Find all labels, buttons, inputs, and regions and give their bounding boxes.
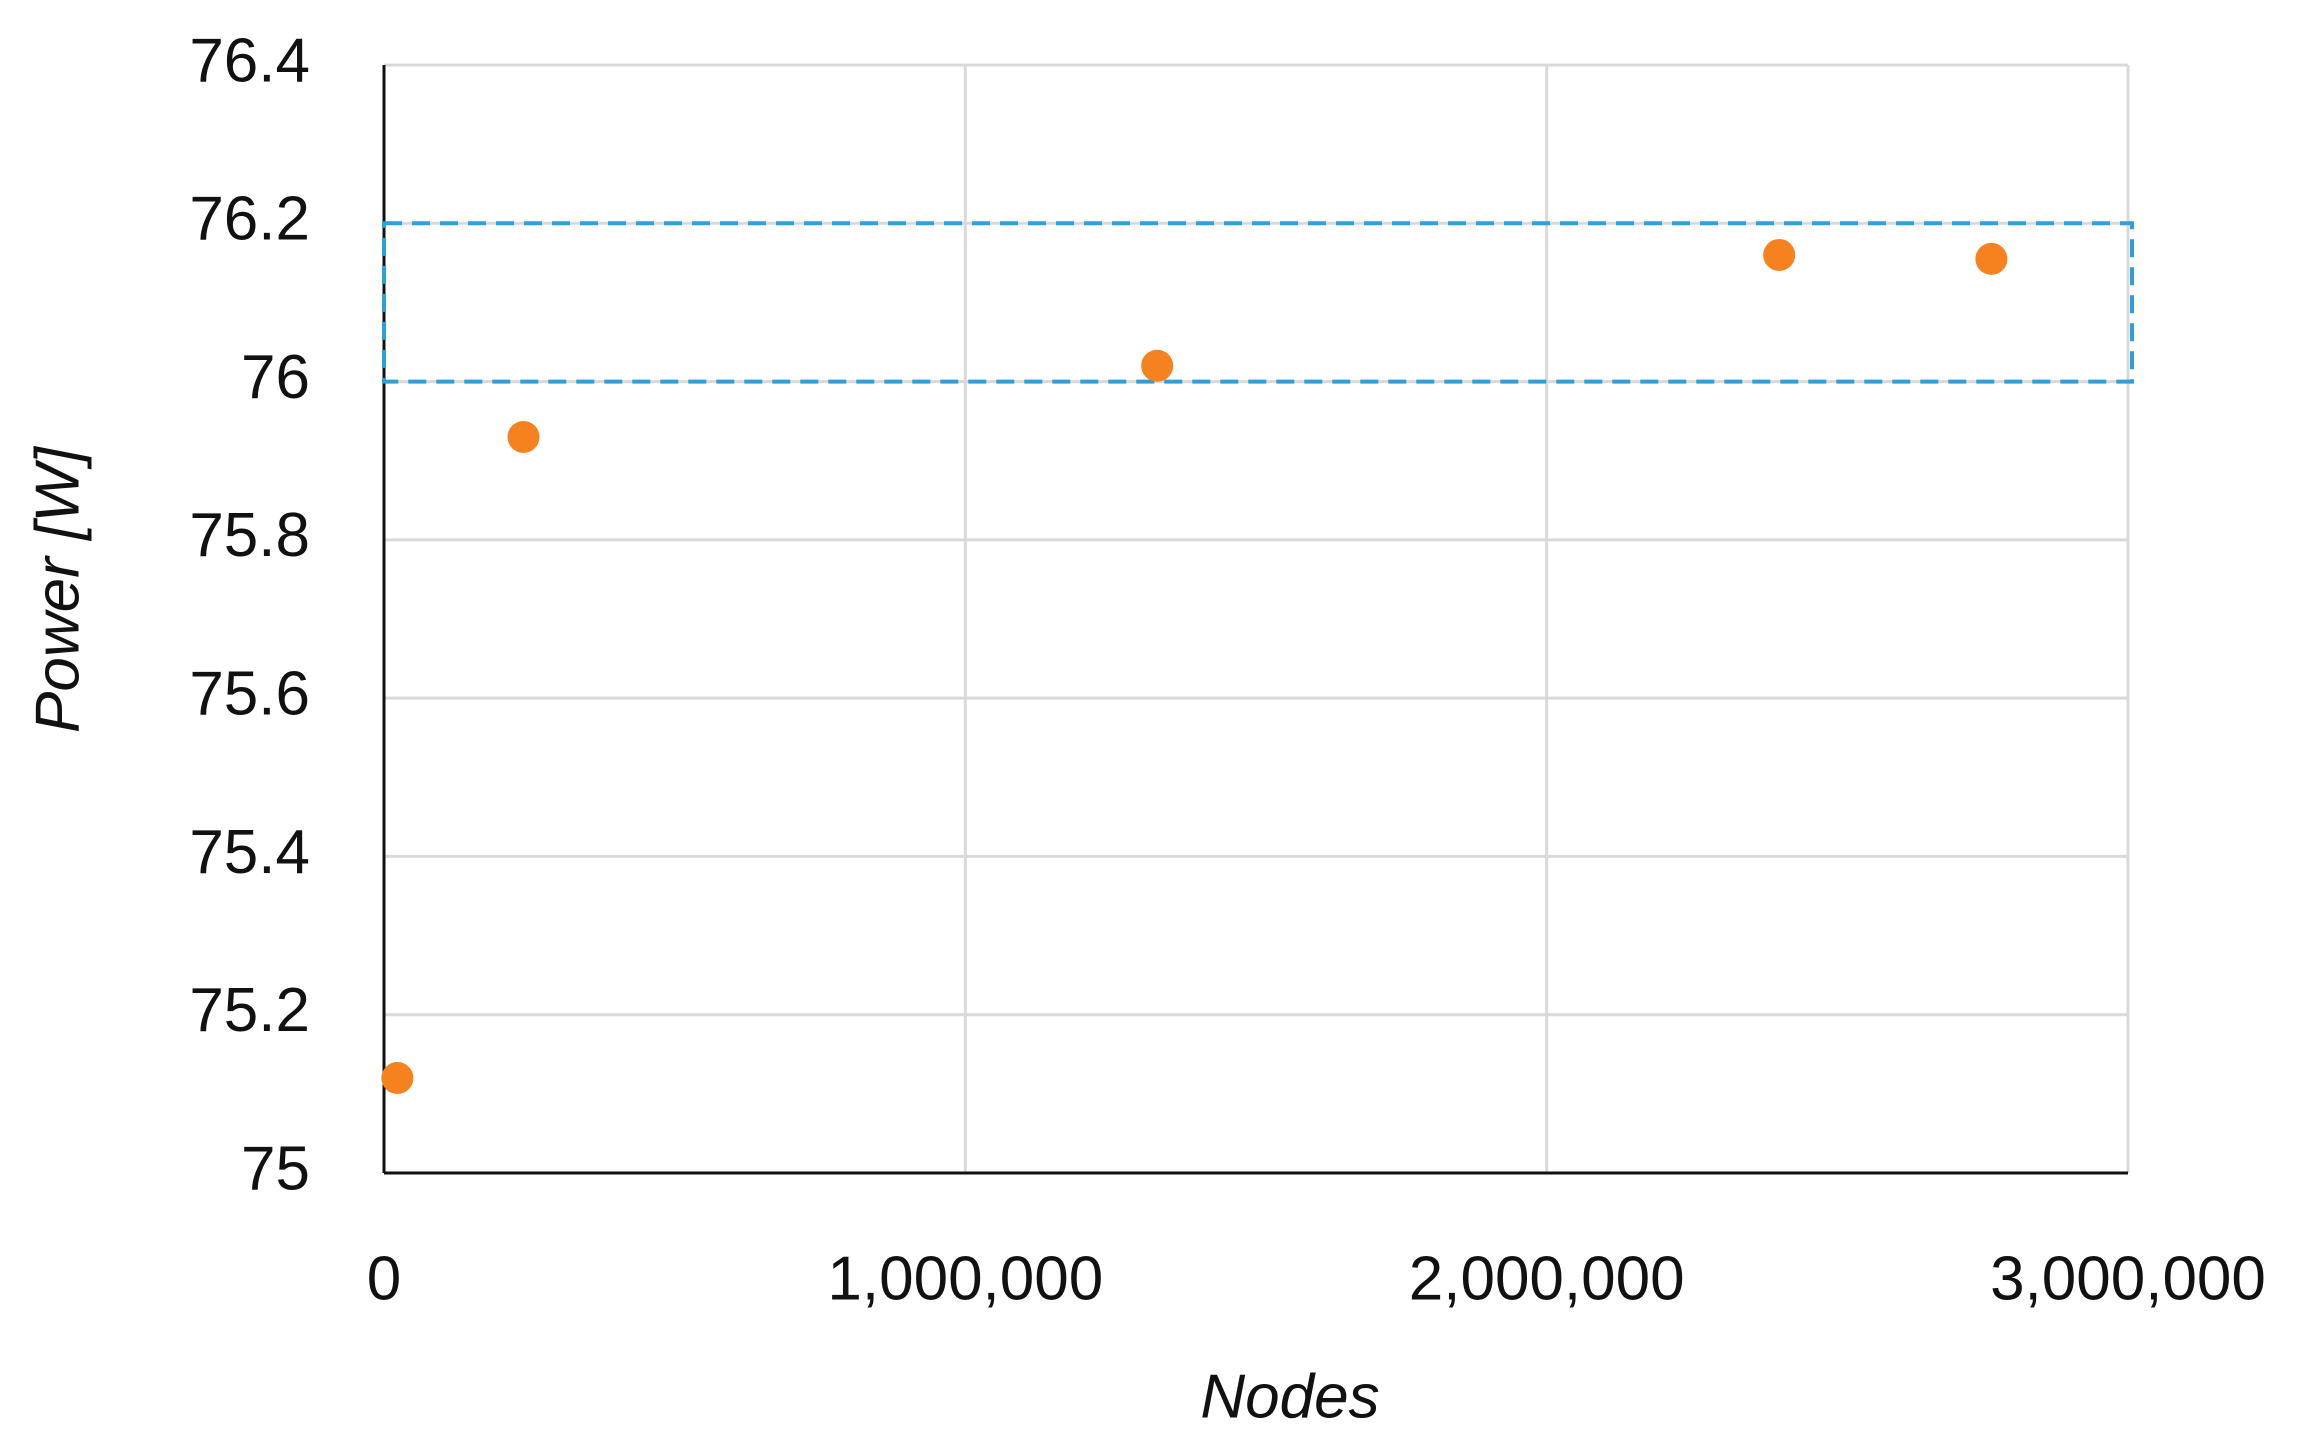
x-tick-label: 1,000,000 (827, 1244, 1103, 1313)
y-tick-label: 75 (241, 1134, 310, 1203)
y-tick-label: 76 (241, 343, 310, 412)
y-tick-label: 76.4 (189, 26, 310, 95)
x-tick-label: 3,000,000 (1990, 1244, 2266, 1313)
point (507, 420, 540, 453)
x-tick-label: 2,000,000 (1409, 1244, 1685, 1313)
y-tick-label: 75.8 (189, 501, 310, 570)
point (1975, 242, 2008, 275)
highlight-box (382, 221, 2134, 384)
point (1763, 238, 1796, 271)
x-axis-title: Nodes (1200, 1362, 1379, 1431)
point (381, 1062, 414, 1095)
y-tick-label: 75.2 (189, 976, 310, 1045)
point (1141, 349, 1174, 382)
x-tick-label: 0 (367, 1244, 401, 1313)
y-tick-label: 75.4 (189, 818, 310, 887)
y-axis-title: Power [W] (23, 445, 92, 733)
y-tick-label: 76.2 (189, 185, 310, 254)
y-tick-label: 75.6 (189, 660, 310, 729)
